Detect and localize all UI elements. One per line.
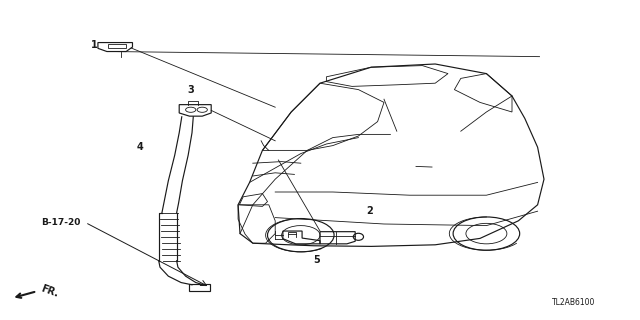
Text: TL2AB6100: TL2AB6100 [552, 298, 595, 307]
Text: B-17-20: B-17-20 [42, 218, 81, 227]
Text: 2: 2 [367, 206, 373, 216]
Text: 4: 4 [136, 142, 143, 152]
Text: FR.: FR. [40, 284, 60, 299]
Text: 3: 3 [188, 84, 194, 95]
Text: 5: 5 [314, 255, 320, 265]
Text: 1: 1 [92, 40, 98, 51]
